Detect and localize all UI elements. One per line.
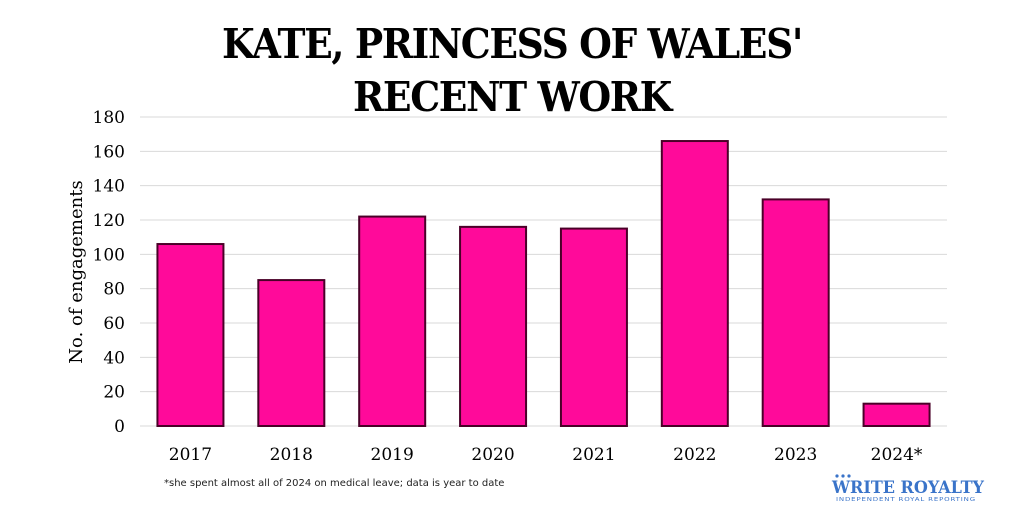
x-tick-label: 2021: [572, 445, 615, 465]
y-tick-label: 0: [114, 417, 125, 437]
brand-logo: WRITE ROYALTY INDEPENDENT ROYAL REPORTIN…: [831, 474, 985, 503]
y-tick-label: 80: [103, 280, 125, 300]
bar-2023: [761, 198, 830, 427]
brand-tagline: INDEPENDENT ROYAL REPORTING: [836, 497, 976, 503]
crown-icon: [835, 474, 851, 478]
brand-name: WRITE ROYALTY: [831, 478, 985, 498]
chart-title-line-2: RECENT WORK: [353, 73, 674, 121]
x-tick-label: 2018: [270, 445, 313, 465]
bar-2024: [862, 402, 931, 427]
x-tick-label: 2020: [471, 445, 514, 465]
y-tick-label: 20: [103, 383, 125, 403]
y-tick-label: 180: [93, 108, 125, 128]
y-tick-label: 160: [93, 142, 125, 162]
bar-2017: [156, 243, 225, 427]
footnote: *she spent almost all of 2024 on medical…: [164, 478, 504, 489]
y-tick-label: 100: [93, 245, 125, 265]
bar-2018: [257, 279, 326, 428]
bar-2019: [358, 215, 427, 427]
y-tick-label: 140: [93, 177, 125, 197]
bar-2020: [459, 225, 528, 427]
bar-2022: [660, 140, 729, 428]
y-tick-label: 40: [103, 348, 125, 368]
bar-2021: [559, 227, 628, 427]
x-tick-label: 2022: [673, 445, 716, 465]
y-tick-label: 120: [93, 211, 125, 231]
chart-title-line-1: KATE, PRINCESS OF WALES': [222, 20, 802, 68]
x-axis-ticks: 2017 2018 2019 2020 2021 2022 2023 2024*: [169, 445, 923, 465]
bars: [156, 140, 931, 428]
x-tick-label: 2024*: [871, 445, 923, 465]
y-axis-ticks: 0 20 40 60 80 100 120 140 160 180: [93, 108, 125, 437]
x-tick-label: 2019: [371, 445, 414, 465]
y-axis-label: No. of engagements: [66, 180, 87, 363]
x-tick-label: 2023: [774, 445, 817, 465]
x-tick-label: 2017: [169, 445, 212, 465]
y-tick-label: 60: [103, 314, 125, 334]
